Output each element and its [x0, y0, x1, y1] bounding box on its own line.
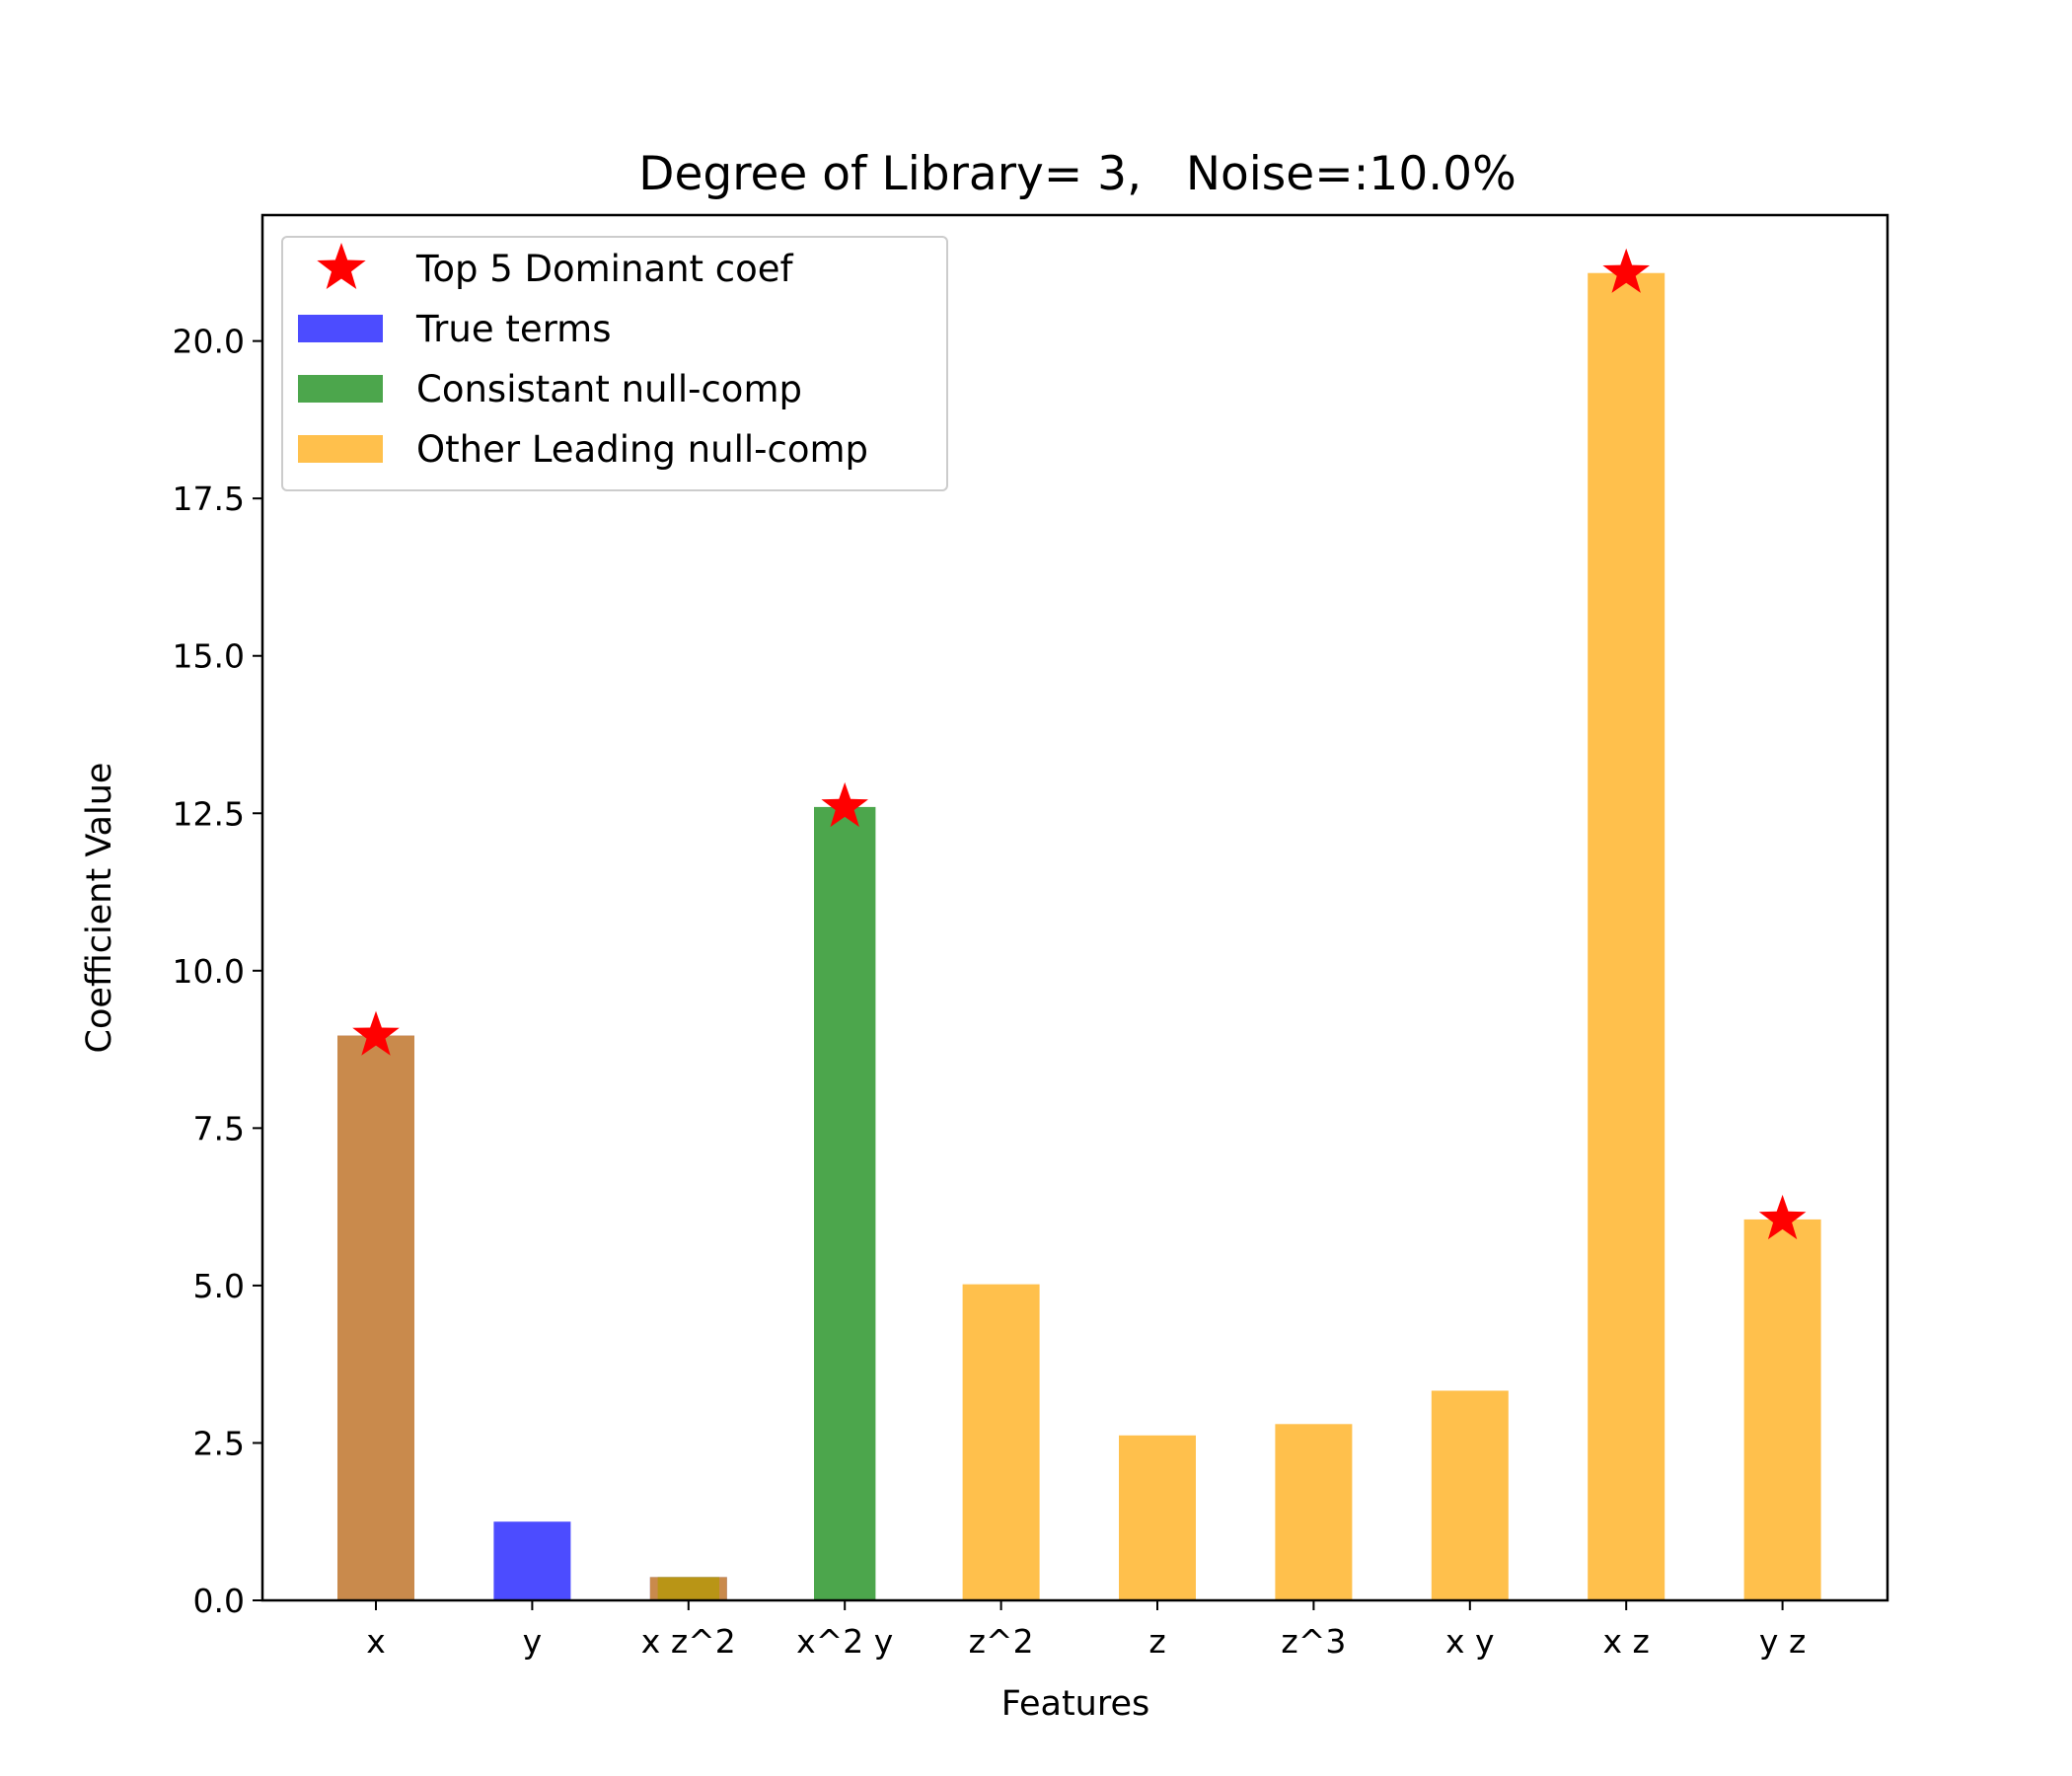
x-tick-label: x	[366, 1622, 386, 1661]
x-tick-label: y z	[1759, 1622, 1806, 1661]
bar-true-terms-y	[493, 1521, 571, 1600]
y-tick-label: 0.0	[193, 1582, 245, 1620]
y-tick-label: 7.5	[193, 1109, 245, 1147]
plot-frame	[260, 213, 1889, 1602]
bar-other-leading-null-comp-x-y	[1431, 1390, 1509, 1600]
y-tick-label: 20.0	[173, 323, 245, 361]
bar-other-leading-null-comp-y-z	[1743, 1219, 1821, 1600]
legend-swatch-true-terms	[298, 315, 383, 342]
legend-label-consistant-null-comp: Consistant null-comp	[416, 368, 802, 410]
legend: Top 5 Dominant coef True terms Consistant …	[281, 236, 948, 491]
bars-group	[337, 272, 1821, 1600]
bar-other-leading-null-comp-x-z	[1588, 272, 1665, 1600]
x-axis: x y x z^2 x^2 y z^2 z z^3 x y x z y z	[366, 1600, 1806, 1661]
legend-star-icon	[317, 243, 366, 289]
x-axis-label: Features	[1001, 1684, 1150, 1724]
y-tick-label: 17.5	[173, 480, 245, 518]
star-marker-x-2-y	[821, 781, 868, 828]
star-marker-x	[352, 1010, 400, 1056]
x-tick-label: x y	[1445, 1622, 1495, 1661]
bar-other-leading-null-comp-z	[1119, 1435, 1196, 1600]
x-tick-label: z^2	[969, 1622, 1034, 1661]
legend-box	[281, 236, 948, 491]
y-tick-label: 10.0	[173, 952, 245, 991]
x-tick-label: x^2 y	[796, 1622, 893, 1661]
x-tick-label: z^3	[1281, 1622, 1346, 1661]
bar-other-leading-null-comp-x	[337, 1035, 414, 1600]
markers-group	[352, 248, 1807, 1240]
x-tick-label: x z^2	[641, 1622, 736, 1661]
legend-label-other-leading-null-comp: Other Leading null-comp	[416, 428, 868, 471]
bar-other-leading-null-comp-z-2	[962, 1284, 1040, 1600]
bar-other-leading-null-comp-x-z-2	[649, 1577, 727, 1600]
y-tick-label: 2.5	[193, 1424, 245, 1462]
y-axis: 0.0 2.5 5.0 7.5 10.0 12.5 15.0 17.5 20.0	[173, 323, 262, 1620]
x-tick-label: y	[523, 1622, 543, 1661]
y-tick-label: 12.5	[173, 794, 245, 833]
chart-title: Degree of Library= 3, Noise=:10.0%	[638, 147, 1516, 201]
star-marker-x-z	[1602, 248, 1650, 293]
legend-label-true-terms: True terms	[415, 308, 612, 350]
x-tick-label: z	[1148, 1622, 1165, 1661]
bar-other-leading-null-comp-z-3	[1275, 1424, 1353, 1600]
y-axis-label: Coefficient Value	[80, 763, 119, 1054]
legend-swatch-other-leading-null-comp	[298, 435, 383, 463]
legend-label-top-5-dominant-coef: Top 5 Dominant coef	[415, 248, 794, 290]
y-tick-label: 15.0	[173, 637, 245, 676]
x-tick-label: x z	[1603, 1622, 1650, 1661]
star-marker-y-z	[1758, 1194, 1807, 1240]
bar-consistant-null-comp-x-2-y	[814, 806, 876, 1600]
legend-swatch-consistant-null-comp	[298, 375, 383, 403]
y-tick-label: 5.0	[193, 1267, 245, 1305]
